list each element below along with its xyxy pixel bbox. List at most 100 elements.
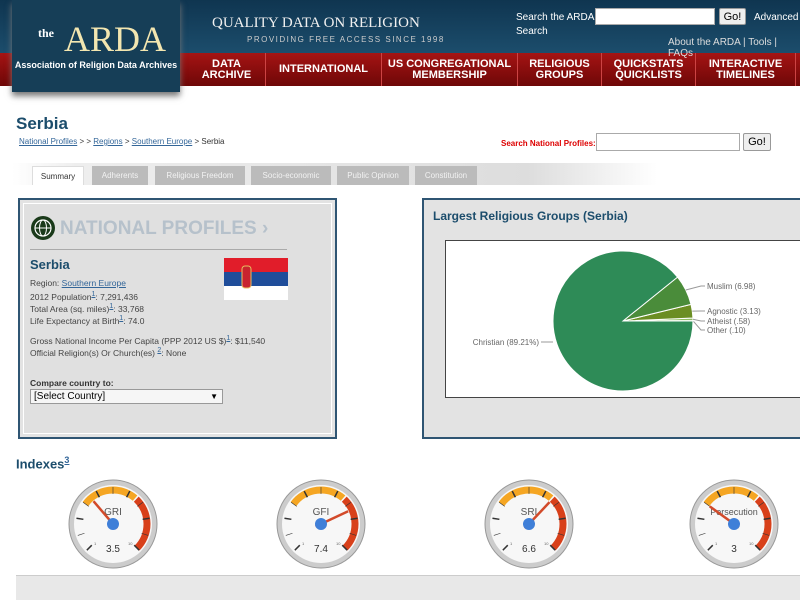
slice-label: Christian (89.21%) — [473, 338, 540, 347]
footnote-link[interactable]: 2 — [157, 346, 162, 354]
arda-search-input[interactable] — [595, 8, 715, 25]
select-value: [Select Country] — [34, 391, 106, 402]
gauge-hub — [523, 518, 535, 530]
serbia-flag — [224, 258, 288, 300]
value: : 33,768 — [113, 303, 145, 314]
gauge-gri: GRI 3.5 1 10 — [67, 478, 159, 570]
life-row: Life Expectancy at Birth1: 74.0 — [30, 314, 145, 326]
religious-groups-panel: Largest Religious Groups (Serbia) Other … — [422, 198, 800, 439]
national-profiles-banner: NATIONAL PROFILES › — [60, 218, 269, 239]
slice-label: Atheist (.58) — [707, 317, 750, 326]
search-np-label: Search National Profiles: — [501, 139, 596, 148]
label: Life Expectancy at Birth — [30, 315, 120, 326]
search-label: Search the ARDA — [516, 12, 595, 23]
gni-row: Gross National Income Per Capita (PPP 20… — [30, 334, 265, 346]
slice-label: Other (.10) — [707, 326, 746, 335]
footnote-link[interactable]: 3 — [64, 455, 70, 465]
search-word: Search — [516, 26, 548, 37]
tab-public-opinion[interactable]: Public Opinion — [337, 166, 409, 185]
nav-us-congregational[interactable]: US CONGREGATIONAL MEMBERSHIP — [382, 53, 518, 86]
compare-label: Compare country to: — [30, 378, 114, 388]
page-title: Serbia — [16, 114, 68, 133]
slice-label: Muslim (6.98) — [707, 282, 756, 291]
pie-slice[interactable] — [552, 250, 694, 392]
area-row: Total Area (sq. miles)1: 33,768 — [30, 302, 144, 314]
crumb-sep: > > — [77, 137, 94, 146]
scale-min: 1 — [302, 541, 305, 546]
region-link[interactable]: Southern Europe — [61, 278, 126, 288]
footnote-link[interactable]: 1 — [226, 334, 231, 342]
scale-max: 10 — [336, 541, 341, 546]
gauge-label: SRI — [521, 507, 538, 518]
logo-the: the — [38, 26, 54, 40]
arda-search-go-button[interactable]: Go! — [719, 8, 746, 25]
chart-title: Largest Religious Groups (Serbia) — [433, 209, 628, 223]
nav-international[interactable]: INTERNATIONAL — [266, 53, 382, 86]
crumb-national-profiles[interactable]: National Profiles — [19, 137, 78, 146]
gauge-value: 3 — [731, 544, 737, 555]
tab-socio-economic[interactable]: Socio-economic — [251, 166, 331, 185]
region-row: Region: Southern Europe — [30, 278, 126, 288]
gauge-gfi: GFI 7.4 1 10 — [275, 478, 367, 570]
population-row: 2012 Population1: 7,291,436 — [30, 290, 138, 302]
region-label: Region: — [30, 278, 62, 288]
tab-constitution[interactable]: Constitution — [415, 166, 477, 185]
scale-max: 10 — [749, 541, 754, 546]
scale-max: 10 — [128, 541, 133, 546]
label: 2012 Population — [30, 291, 92, 302]
nav-quickstats[interactable]: QUICKSTATS QUICKLISTS — [602, 53, 696, 86]
header-links[interactable]: About the ARDA | Tools | FAQs — [668, 37, 777, 59]
gauge-label: GFI — [313, 507, 330, 518]
national-profile-panel: NATIONAL PROFILES › Serbia Region: South… — [18, 198, 337, 439]
breadcrumb: National Profiles > > Regions > Southern… — [19, 137, 225, 146]
label-leader — [692, 320, 705, 331]
value: : 74.0 — [123, 315, 145, 326]
index-description-bar — [16, 575, 800, 600]
label-leader — [685, 285, 705, 291]
indexes-title: Indexes — [16, 456, 65, 472]
logo-subtitle: Association of Religion Data Archives — [14, 60, 178, 70]
tab-adherents[interactable]: Adherents — [92, 166, 148, 185]
nav-timelines[interactable]: INTERACTIVE TIMELINES — [696, 53, 796, 86]
search-np-input[interactable] — [596, 133, 740, 151]
gauge-value: 3.5 — [106, 544, 120, 555]
label: Total Area (sq. miles) — [30, 303, 110, 314]
nav-religious-groups[interactable]: RELIGIOUS GROUPS — [518, 53, 602, 86]
tab-summary[interactable]: Summary — [32, 166, 84, 185]
search-np-go-button[interactable]: Go! — [743, 133, 771, 151]
footnote-link[interactable]: 1 — [91, 290, 96, 298]
tagline-sub: PROVIDING FREE ACCESS SINCE 1998 — [247, 35, 445, 44]
official-row: Official Religion(s) Or Church(es) 2: No… — [30, 346, 186, 358]
label: Gross National Income Per Capita (PPP 20… — [30, 335, 227, 346]
footnote-link[interactable]: 1 — [119, 314, 124, 322]
value: : 7,291,436 — [95, 291, 138, 302]
gauge-label: GRI — [104, 507, 122, 518]
advanced-search-link[interactable]: Advanced — [754, 12, 799, 23]
value: : None — [161, 347, 187, 358]
nav-data-archive[interactable]: DATA ARCHIVE — [188, 53, 266, 86]
gauge-hub — [107, 518, 119, 530]
gauge-sri: SRI 6.6 1 10 — [483, 478, 575, 570]
gauge-label: Persecution — [710, 507, 758, 517]
compare-country-select[interactable]: [Select Country] ▼ — [30, 389, 223, 404]
slice-label: Agnostic (3.13) — [707, 307, 761, 316]
tab-religious-freedom[interactable]: Religious Freedom — [155, 166, 245, 185]
scale-min: 1 — [715, 541, 718, 546]
crumb-regions[interactable]: Regions — [93, 137, 123, 146]
gauge-hub — [728, 518, 740, 530]
gauge-value: 7.4 — [314, 544, 328, 555]
tagline: QUALITY DATA ON RELIGION — [212, 15, 420, 31]
gauge-hub — [315, 518, 327, 530]
logo-arda: ARDA — [64, 19, 167, 59]
arda-logo[interactable]: the ARDA Association of Religion Data Ar… — [12, 0, 180, 92]
label-leader — [692, 318, 705, 322]
value: : $11,540 — [230, 335, 266, 346]
gauge-value: 6.6 — [522, 544, 536, 555]
scale-min: 1 — [510, 541, 513, 546]
crumb-southern-europe[interactable]: Southern Europe — [131, 137, 193, 146]
gauge-persecution: Persecution 3 1 10 — [688, 478, 780, 570]
footnote-link[interactable]: 1 — [109, 302, 114, 310]
pie-chart: Other (.10)Atheist (.58)Agnostic (3.13) M… — [445, 240, 800, 398]
indexes-heading: Indexes3 — [16, 455, 69, 471]
crumb-current: > Serbia — [192, 137, 225, 146]
